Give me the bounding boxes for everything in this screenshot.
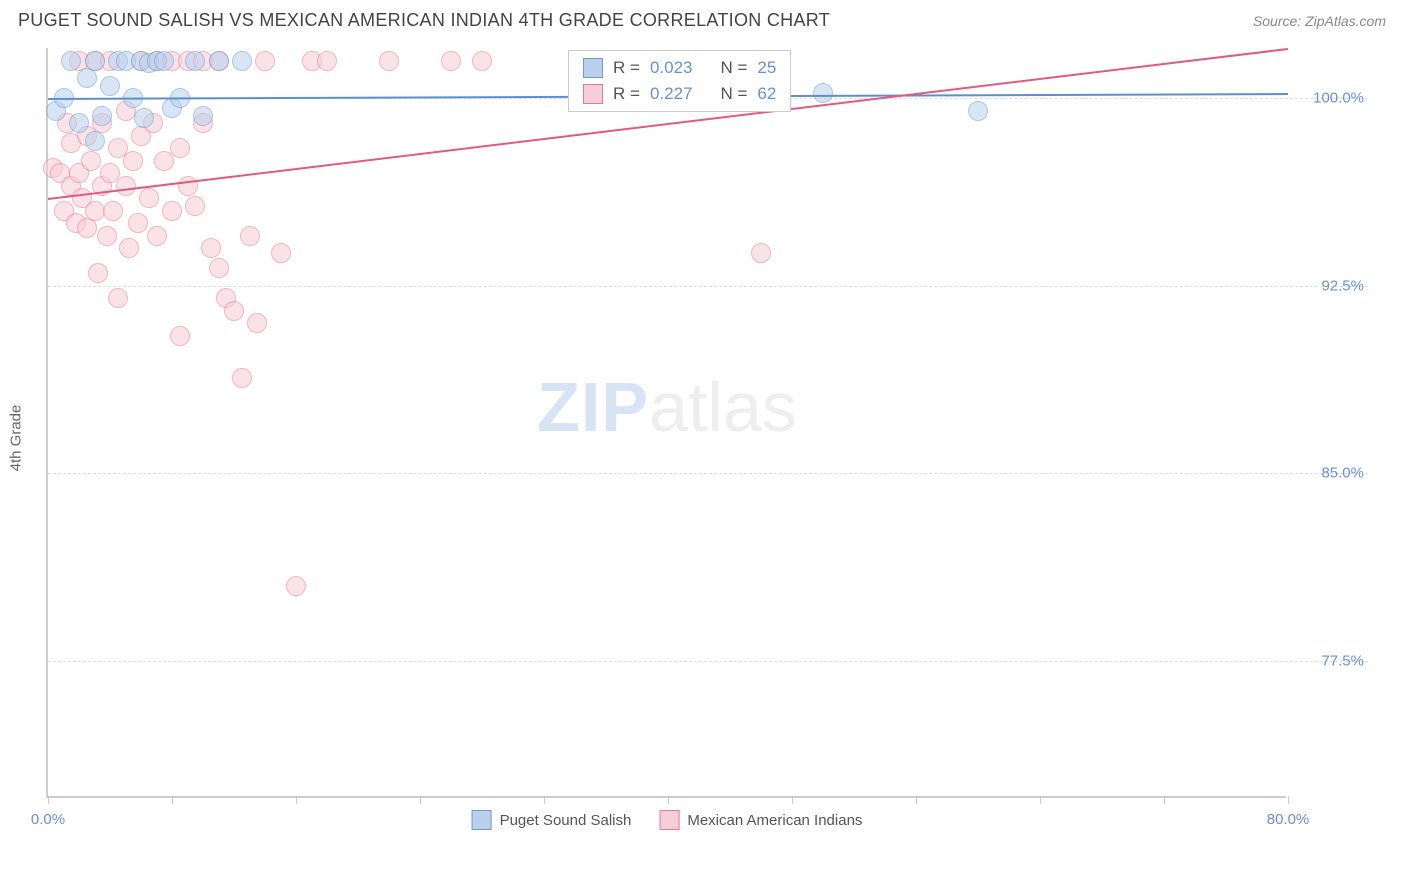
watermark: ZIPatlas — [537, 367, 797, 447]
chart-title: PUGET SOUND SALISH VS MEXICAN AMERICAN I… — [18, 10, 830, 31]
n-value: 62 — [757, 84, 776, 104]
x-tick — [668, 796, 669, 804]
n-value: 25 — [757, 58, 776, 78]
series-swatch — [583, 84, 603, 104]
watermark-part2: atlas — [649, 368, 797, 446]
chart-header: PUGET SOUND SALISH VS MEXICAN AMERICAN I… — [0, 0, 1406, 39]
scatter-point — [286, 576, 306, 596]
x-tick — [296, 796, 297, 804]
series-swatch — [583, 58, 603, 78]
scatter-point — [185, 51, 205, 71]
scatter-point — [232, 51, 252, 71]
scatter-point — [232, 368, 252, 388]
gridline-h — [48, 661, 1368, 662]
scatter-point — [813, 83, 833, 103]
scatter-point — [162, 201, 182, 221]
scatter-point — [240, 226, 260, 246]
stats-row: R = 0.023 N = 25 — [569, 55, 790, 81]
scatter-point — [209, 258, 229, 278]
scatter-point — [85, 201, 105, 221]
scatter-point — [317, 51, 337, 71]
r-value: 0.023 — [650, 58, 693, 78]
x-tick — [792, 796, 793, 804]
x-tick — [544, 796, 545, 804]
scatter-point — [147, 226, 167, 246]
scatter-point — [170, 326, 190, 346]
x-tick — [1288, 796, 1289, 804]
stats-row: R = 0.227 N = 62 — [569, 81, 790, 107]
legend-label: Puget Sound Salish — [500, 812, 632, 829]
r-label: R = — [613, 58, 640, 78]
x-tick — [48, 796, 49, 804]
r-value: 0.227 — [650, 84, 693, 104]
x-tick — [420, 796, 421, 804]
scatter-point — [69, 113, 89, 133]
scatter-point — [209, 51, 229, 71]
scatter-point — [472, 51, 492, 71]
scatter-point — [100, 76, 120, 96]
scatter-point — [255, 51, 275, 71]
scatter-point — [128, 213, 148, 233]
legend-swatch — [659, 810, 679, 830]
scatter-point — [77, 68, 97, 88]
scatter-point — [271, 243, 291, 263]
scatter-point — [119, 238, 139, 258]
x-tick — [1164, 796, 1165, 804]
x-tick — [172, 796, 173, 804]
scatter-point — [134, 108, 154, 128]
scatter-point — [247, 313, 267, 333]
plot-area: ZIPatlas 77.5%85.0%92.5%100.0%0.0%80.0%R… — [46, 48, 1286, 798]
chart-container: 4th Grade ZIPatlas 77.5%85.0%92.5%100.0%… — [46, 48, 1386, 828]
scatter-point — [85, 131, 105, 151]
legend-swatch — [472, 810, 492, 830]
stats-box: R = 0.023 N = 25 R = 0.227 N = 62 — [568, 50, 791, 112]
scatter-point — [441, 51, 461, 71]
legend-item: Puget Sound Salish — [472, 810, 632, 830]
gridline-h — [48, 473, 1368, 474]
scatter-point — [193, 106, 213, 126]
scatter-point — [85, 51, 105, 71]
scatter-point — [751, 243, 771, 263]
scatter-point — [103, 201, 123, 221]
scatter-point — [224, 301, 244, 321]
y-axis-label: 4th Grade — [8, 405, 25, 472]
watermark-part1: ZIP — [537, 368, 649, 446]
r-label: R = — [613, 84, 640, 104]
scatter-point — [77, 218, 97, 238]
scatter-point — [968, 101, 988, 121]
x-tick — [1040, 796, 1041, 804]
scatter-point — [379, 51, 399, 71]
x-tick-label: 0.0% — [31, 811, 65, 828]
scatter-point — [108, 288, 128, 308]
scatter-point — [116, 176, 136, 196]
legend: Puget Sound Salish Mexican American India… — [472, 810, 863, 830]
y-tick-label: 92.5% — [1321, 277, 1364, 294]
scatter-point — [88, 263, 108, 283]
scatter-point — [81, 151, 101, 171]
scatter-point — [97, 226, 117, 246]
scatter-point — [170, 138, 190, 158]
scatter-point — [185, 196, 205, 216]
scatter-point — [123, 151, 143, 171]
source-attribution: Source: ZipAtlas.com — [1253, 13, 1386, 29]
n-label: N = — [720, 58, 747, 78]
x-tick-label: 80.0% — [1267, 811, 1310, 828]
scatter-point — [139, 188, 159, 208]
legend-label: Mexican American Indians — [687, 812, 862, 829]
scatter-point — [92, 106, 112, 126]
legend-item: Mexican American Indians — [659, 810, 862, 830]
scatter-point — [61, 51, 81, 71]
scatter-point — [201, 238, 221, 258]
y-tick-label: 77.5% — [1321, 652, 1364, 669]
gridline-h — [48, 286, 1368, 287]
scatter-point — [154, 51, 174, 71]
n-label: N = — [720, 84, 747, 104]
x-tick — [916, 796, 917, 804]
y-tick-label: 85.0% — [1321, 465, 1364, 482]
scatter-point — [178, 176, 198, 196]
y-tick-label: 100.0% — [1313, 90, 1364, 107]
